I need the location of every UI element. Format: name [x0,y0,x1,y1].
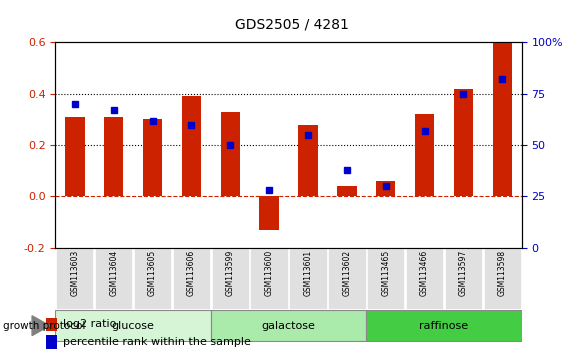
Text: growth protocol: growth protocol [3,321,85,331]
Text: GSM113598: GSM113598 [498,250,507,296]
FancyBboxPatch shape [251,249,288,309]
FancyBboxPatch shape [211,310,366,341]
Text: GSM113600: GSM113600 [265,250,273,296]
Bar [182,96,201,196]
Text: GSM113602: GSM113602 [342,250,352,296]
Text: glucose: glucose [112,321,154,331]
Text: GSM113606: GSM113606 [187,250,196,296]
FancyBboxPatch shape [212,249,249,309]
Bar [143,119,162,196]
FancyBboxPatch shape [406,249,443,309]
Bar [454,88,473,196]
Text: GSM113601: GSM113601 [304,250,312,296]
Text: percentile rank within the sample: percentile rank within the sample [63,337,251,347]
Text: GSM113604: GSM113604 [109,250,118,296]
Bar [45,335,57,349]
Text: GSM113466: GSM113466 [420,250,429,296]
FancyBboxPatch shape [173,249,210,309]
FancyBboxPatch shape [55,310,211,341]
Polygon shape [32,316,50,336]
Bar [259,196,279,230]
Text: GSM113597: GSM113597 [459,250,468,296]
Text: GSM113599: GSM113599 [226,250,235,296]
FancyBboxPatch shape [289,249,326,309]
FancyBboxPatch shape [484,249,521,309]
Bar [337,186,357,196]
Text: GSM113605: GSM113605 [148,250,157,296]
FancyBboxPatch shape [56,249,93,309]
FancyBboxPatch shape [366,310,522,341]
FancyBboxPatch shape [445,249,482,309]
Bar [104,117,124,196]
Bar [376,181,395,196]
Text: GSM113603: GSM113603 [71,250,79,296]
Text: GSM113465: GSM113465 [381,250,390,296]
Bar [415,114,434,196]
Text: galactose: galactose [262,321,315,331]
Bar [220,112,240,196]
FancyBboxPatch shape [134,249,171,309]
Text: raffinose: raffinose [420,321,469,331]
Bar [45,318,57,331]
Bar [65,117,85,196]
FancyBboxPatch shape [95,249,132,309]
FancyBboxPatch shape [367,249,405,309]
Bar [298,125,318,196]
Text: log2 ratio: log2 ratio [63,319,117,329]
Bar [493,42,512,196]
FancyBboxPatch shape [328,249,366,309]
Text: GDS2505 / 4281: GDS2505 / 4281 [234,18,349,32]
